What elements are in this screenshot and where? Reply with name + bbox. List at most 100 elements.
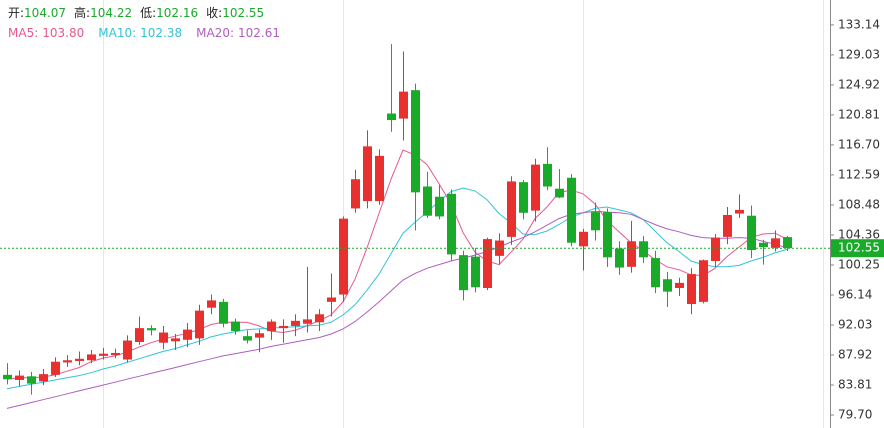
candle-body <box>147 328 156 331</box>
candle-body <box>123 340 132 360</box>
candle-body <box>279 325 288 329</box>
y-tick-label: 96.14 <box>838 287 872 301</box>
candle-body <box>87 354 96 361</box>
candle-body <box>63 360 72 363</box>
y-tick-label: 83.81 <box>838 378 872 392</box>
y-tick-label: 108.48 <box>838 197 880 211</box>
candle-body <box>495 240 504 256</box>
candle-body <box>579 231 588 247</box>
y-tick-label: 112.59 <box>838 167 880 181</box>
y-tick-label: 124.92 <box>838 77 880 91</box>
candle-body <box>735 209 744 214</box>
candle-body <box>207 300 216 308</box>
candle-body <box>519 182 528 213</box>
y-tick-label: 87.92 <box>838 347 872 361</box>
y-tick-label: 120.81 <box>838 107 880 121</box>
quote-line: 开:104.07 高:104.22 低:102.16 收:102.55 <box>8 5 264 20</box>
candle-body <box>663 279 672 292</box>
candle-body <box>375 155 384 202</box>
candle-body <box>543 163 552 187</box>
candle-body <box>627 241 636 267</box>
candle-body <box>339 218 348 295</box>
legend-value: 102.38 <box>140 26 182 40</box>
candle-body <box>723 214 732 237</box>
quote-label: 高: <box>74 5 90 20</box>
candle-body <box>159 332 168 343</box>
candle-body <box>483 239 492 288</box>
y-tick-label: 79.70 <box>838 408 872 422</box>
candle-body <box>327 297 336 302</box>
ma-legend: MA5: 103.80 MA10: 102.38 MA20: 102.61 <box>8 26 280 40</box>
candle-body <box>771 238 780 248</box>
candle-body <box>531 164 540 211</box>
quote-value: 104.07 <box>24 6 66 20</box>
candle-body <box>99 353 108 356</box>
candle-body <box>303 319 312 324</box>
quote-label: 收: <box>206 6 222 20</box>
candle-body <box>351 179 360 209</box>
candle-body <box>411 90 420 193</box>
candle-body <box>591 212 600 231</box>
candle-body <box>423 186 432 216</box>
candle-body <box>171 338 180 342</box>
legend-value: 103.80 <box>42 26 84 40</box>
candle-body <box>183 329 192 340</box>
candle-body <box>435 196 444 217</box>
quote-label: 低: <box>140 6 156 20</box>
y-tick-label: 100.25 <box>838 257 880 271</box>
candle-body <box>219 301 228 324</box>
quote-value: 102.55 <box>222 6 264 20</box>
candle-body <box>39 374 48 382</box>
quote-value: 104.22 <box>90 6 132 20</box>
quote-label: 开: <box>8 6 24 20</box>
candle-body <box>651 258 660 288</box>
price-tag-label: 102.55 <box>838 241 880 255</box>
candle-body <box>687 274 696 305</box>
candle-body <box>555 188 564 198</box>
candle-body <box>315 314 324 323</box>
legend-name: MA5: <box>8 26 38 40</box>
quote-value: 102.16 <box>156 6 198 20</box>
candle-body <box>15 375 24 380</box>
candle-body <box>231 321 240 332</box>
candle-body <box>447 193 456 255</box>
candle-body <box>387 113 396 121</box>
legend-name: MA20: <box>196 26 234 40</box>
legend-name: MA10: <box>98 26 136 40</box>
candle-body <box>747 215 756 251</box>
candle-body <box>111 352 120 356</box>
legend-value: 102.61 <box>238 26 280 40</box>
candle-body <box>783 237 792 249</box>
y-tick-label: 92.03 <box>838 317 872 331</box>
candle-body <box>27 376 36 384</box>
y-tick-label: 104.36 <box>838 227 880 241</box>
candle-body <box>507 181 516 237</box>
ma-line <box>6 187 788 390</box>
candle-body <box>255 333 264 338</box>
candle-body <box>243 336 252 341</box>
candle-body <box>639 241 648 258</box>
price-tag <box>831 239 884 258</box>
candle-body <box>195 310 204 339</box>
y-tick-label: 129.03 <box>838 47 880 61</box>
candle-body <box>567 177 576 243</box>
y-tick-label: 133.14 <box>838 17 880 31</box>
candle-body <box>363 146 372 202</box>
candle-body <box>267 321 276 332</box>
candle-body <box>51 361 60 375</box>
candle-body <box>399 91 408 119</box>
candle-body <box>711 237 720 261</box>
ma-line <box>6 210 788 409</box>
candle-body <box>615 248 624 268</box>
candle-body <box>759 242 768 248</box>
candle-body <box>603 212 612 258</box>
candle-body <box>3 374 12 380</box>
candle-body <box>291 320 300 326</box>
candle-body <box>75 358 84 361</box>
candle-body <box>675 282 684 288</box>
candle-body <box>135 328 144 343</box>
candle-body <box>471 256 480 288</box>
candle-body <box>459 255 468 291</box>
